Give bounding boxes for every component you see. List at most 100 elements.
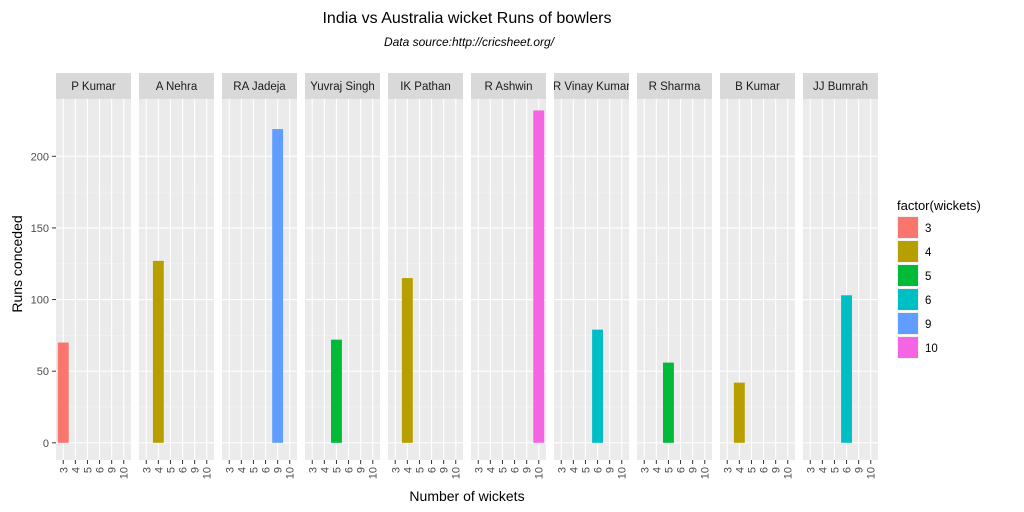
- x-tick-label: 10: [119, 467, 131, 479]
- x-tick-label: 10: [783, 467, 795, 479]
- x-tick-label: 6: [593, 467, 605, 473]
- facet-strip: [222, 73, 297, 99]
- panel-background: [720, 99, 795, 460]
- x-tick-label: 5: [746, 467, 758, 473]
- facet-strip-label: RA Jadeja: [233, 81, 286, 93]
- x-tick-label: 4: [70, 467, 82, 473]
- panel-background: [554, 99, 629, 460]
- x-tick-label: 3: [390, 467, 402, 473]
- facet-panel: R Sharma 3 4 5 6 9 10: [637, 73, 712, 479]
- facet-panel: P Kumar 3 4 5 6 9 10: [56, 73, 131, 479]
- x-tick-label: 6: [95, 467, 107, 473]
- x-tick-label: 5: [497, 467, 509, 473]
- legend-title: factor(wickets): [897, 198, 981, 213]
- x-tick-label: 5: [82, 467, 94, 473]
- facet-panel: IK Pathan 3 4 5 6 9 10: [388, 73, 463, 479]
- facet-strip-label: JJ Bumrah: [813, 81, 868, 93]
- facet-strip-label: P Kumar: [71, 81, 116, 93]
- x-tick-label: 5: [248, 467, 260, 473]
- facet-panel: R Ashwin 3 4 5 6 9 10: [471, 73, 546, 479]
- x-tick-label: 4: [568, 467, 580, 473]
- legend-label: 5: [925, 271, 931, 283]
- facet-strip: [139, 73, 214, 99]
- x-tick-label: 5: [414, 467, 426, 473]
- panel-background: [305, 99, 380, 460]
- legend-swatch: [898, 241, 918, 262]
- bar: [401, 278, 413, 443]
- x-tick-label: 9: [688, 467, 700, 473]
- y-tick-label: 50: [37, 366, 49, 378]
- x-tick-label: 10: [285, 467, 297, 479]
- panel-background: [139, 99, 214, 460]
- panel-background: [222, 99, 297, 460]
- x-tick-label: 9: [107, 467, 119, 473]
- x-tick-label: 6: [178, 467, 190, 473]
- x-tick-label: 9: [771, 467, 783, 473]
- panel-background: [803, 99, 878, 460]
- bar: [331, 339, 342, 443]
- bar: [592, 329, 603, 443]
- x-tick-label: 4: [485, 467, 497, 473]
- x-tick-label: 9: [273, 467, 285, 473]
- x-tick-label: 4: [817, 467, 829, 473]
- facet-strip: [637, 73, 712, 99]
- legend-swatch: [898, 337, 918, 358]
- x-tick-label: 3: [805, 467, 817, 473]
- x-tick-label: 9: [605, 467, 617, 473]
- x-tick-label: 10: [617, 467, 629, 479]
- bar: [57, 342, 69, 443]
- x-tick-label: 9: [439, 467, 451, 473]
- legend-item: 10: [897, 336, 938, 359]
- bar: [663, 362, 674, 443]
- facet-strip-label: R Vinay Kumar: [553, 81, 630, 93]
- y-axis-title: Runs conceded: [9, 215, 25, 312]
- x-tick-label: 6: [261, 467, 273, 473]
- x-tick-label: 6: [842, 467, 854, 473]
- x-tick-label: 5: [829, 467, 841, 473]
- facet-strip: [305, 73, 380, 99]
- x-tick-label: 10: [866, 467, 878, 479]
- x-tick-label: 5: [165, 467, 177, 473]
- x-tick-label: 3: [722, 467, 734, 473]
- x-tick-label: 10: [534, 467, 546, 479]
- facet-panel: R Vinay Kumar 3 4 5 6 9 10: [553, 73, 630, 479]
- x-tick-label: 5: [663, 467, 675, 473]
- bar: [272, 129, 284, 443]
- legend-item: 4: [897, 240, 932, 263]
- x-tick-label: 3: [224, 467, 236, 473]
- facet-strip: [720, 73, 795, 99]
- x-tick-label: 9: [356, 467, 368, 473]
- panel-background: [388, 99, 463, 460]
- legend-label: 3: [925, 223, 931, 235]
- legend-item: 9: [897, 312, 931, 335]
- x-tick-label: 6: [344, 467, 356, 473]
- legend-item: 6: [897, 288, 931, 311]
- facet-strip: [803, 73, 878, 99]
- legend: factor(wickets) 3 4 5 6 9 10: [897, 198, 981, 359]
- facet-panel: B Kumar 3 4 5 6 9 10: [720, 73, 795, 479]
- x-axis-title: Number of wickets: [409, 488, 524, 504]
- facet-panel: Yuvraj Singh 3 4 5 6 9 10: [305, 73, 380, 479]
- x-tick-label: 10: [368, 467, 380, 479]
- facet-strip: [471, 73, 546, 99]
- bar: [533, 110, 545, 443]
- x-tick-label: 9: [522, 467, 534, 473]
- y-tick-label: 150: [31, 223, 49, 235]
- x-tick-label: 9: [854, 467, 866, 473]
- x-tick-label: 10: [202, 467, 214, 479]
- facet-strip: [56, 73, 131, 99]
- facet-strip-label: R Ashwin: [485, 81, 533, 93]
- facet-strip-label: A Nehra: [156, 81, 198, 93]
- panel-background: [637, 99, 712, 460]
- legend-label: 6: [925, 295, 931, 307]
- facet-panel: JJ Bumrah 3 4 5 6 9 10: [803, 73, 878, 479]
- legend-swatch: [898, 289, 918, 310]
- x-tick-label: 5: [331, 467, 343, 473]
- x-tick-label: 4: [153, 467, 165, 473]
- bar: [152, 260, 164, 443]
- facet-strip-label: Yuvraj Singh: [310, 81, 375, 93]
- legend-label: 4: [925, 247, 932, 259]
- x-tick-label: 10: [700, 467, 712, 479]
- x-tick-label: 6: [676, 467, 688, 473]
